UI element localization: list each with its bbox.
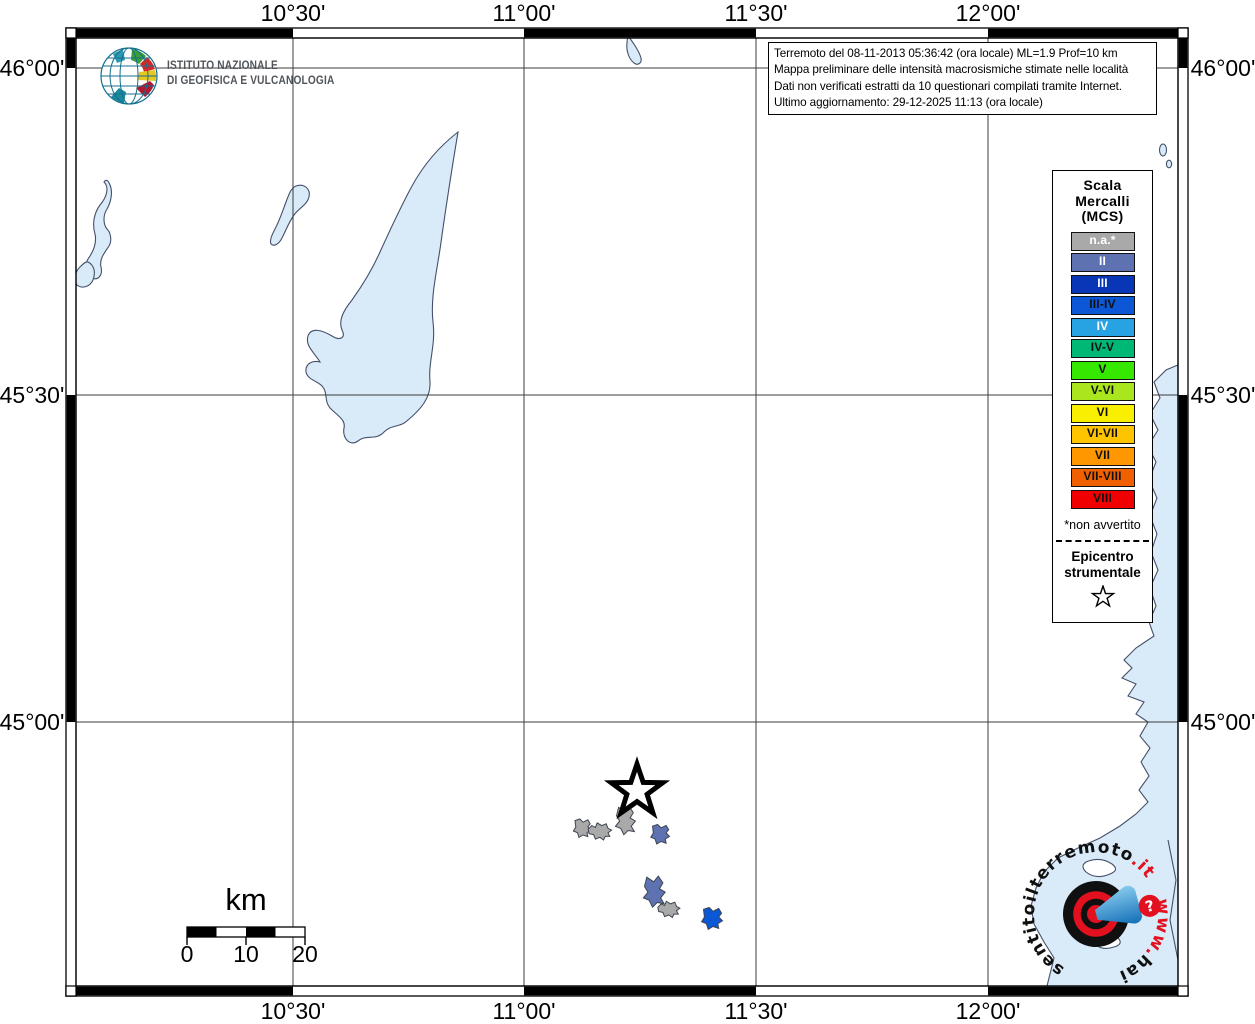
lagoon-island	[1082, 858, 1117, 878]
lake-west-lobe	[76, 261, 95, 288]
legend-item-III-IV: III-IV	[1070, 296, 1135, 315]
legend-item-IV: IV	[1070, 317, 1135, 337]
question-badge	[1138, 894, 1161, 917]
lake-top	[626, 38, 642, 65]
epicenter-star-icon	[603, 756, 671, 820]
earthquake-info-box: Terremoto del 08-11-2013 05:36:42 (ora l…	[768, 42, 1157, 116]
star-icon	[1089, 583, 1116, 608]
water-bodies	[76, 38, 1178, 986]
legend-item-II: II	[1070, 253, 1135, 272]
scale-unit-label: km	[225, 882, 267, 917]
lat-label-right-2: 45°00'	[1190, 709, 1255, 735]
scale-tick-0: 0	[180, 941, 194, 967]
info-line-4: Ultimo aggiornamento: 29-12-2025 11:13 (…	[774, 95, 1043, 109]
lat-label-left-0: 46°00'	[0, 55, 65, 81]
legend-item-V-VI: V-VI	[1070, 382, 1135, 401]
legend-item-VI-VII: VI-VII	[1070, 425, 1135, 444]
legend-item-VIII: VIII	[1070, 489, 1135, 509]
lon-label-top-2: 11°30'	[724, 0, 788, 26]
info-line-2: Mappa preliminare delle intensità macros…	[774, 63, 1129, 77]
lat-label-left-1: 45°30'	[0, 382, 65, 408]
lon-label-top-3: 12°00'	[955, 0, 1021, 26]
lake-west	[85, 179, 112, 280]
legend-item-III: III	[1070, 274, 1135, 294]
lake-ledro	[269, 184, 310, 246]
ingv-wordmark: ISTITUTO NAZIONALE DI GEOFISICA E VULCAN…	[167, 59, 334, 88]
legend-item-VII-VIII: VII-VIII	[1070, 468, 1135, 487]
scale-tick-10: 10	[233, 941, 259, 967]
legend-epicenter-line1: Epicentro	[1071, 548, 1134, 564]
map-background	[76, 38, 1178, 986]
legend-item-VII: VII	[1070, 446, 1135, 466]
legend-title: Scala Mercalli (MCS)	[1053, 177, 1152, 225]
megaphone-icon	[1094, 885, 1143, 924]
lon-label-bottom-0: 10°30'	[260, 998, 326, 1024]
legend-item-n.a.*: n.a.*	[1070, 231, 1135, 251]
map-frame	[65, 27, 1189, 997]
scale-bar	[186, 926, 306, 945]
legend-epicenter-line2: strumentale	[1064, 565, 1141, 580]
legend-item-V: V	[1070, 360, 1135, 380]
legend-item-VI: VI	[1070, 403, 1135, 423]
legend-footnote: *non avvertito	[1064, 517, 1141, 532]
scale-tick-20: 20	[292, 941, 318, 967]
legend-epicenter-star	[1053, 583, 1152, 614]
legend-title-line1: Scala	[1083, 177, 1122, 193]
ingv-line1: ISTITUTO NAZIONALE	[167, 60, 278, 72]
lon-label-bottom-3: 12°00'	[955, 998, 1021, 1024]
ingv-globe-logo	[100, 47, 158, 105]
lon-label-bottom-2: 11°30'	[724, 998, 788, 1024]
lat-label-right-0: 46°00'	[1190, 55, 1255, 81]
legend-epicenter-label: Epicentro strumentale	[1053, 549, 1152, 582]
lat-label-left-2: 45°00'	[0, 709, 65, 735]
legend-divider	[1056, 539, 1149, 542]
lagoon-channel	[1167, 839, 1178, 961]
lon-label-bottom-1: 11°00'	[492, 998, 556, 1024]
legend-swatches: n.a.* II III III-IV IV IV-V V V-VI VI VI-VII VII VI…	[1053, 231, 1152, 509]
water-bit	[1165, 159, 1173, 169]
legend-item-IV-V: IV-V	[1070, 339, 1135, 358]
grid-lines	[76, 38, 1178, 986]
info-line-1: Terremoto del 08-11-2013 05:36:42 (ora l…	[774, 47, 1118, 60]
ingv-line2: DI GEOFISICA E VULCANOLOGIA	[167, 74, 335, 87]
water-bit	[1158, 143, 1168, 157]
legend-title-line3: (MCS)	[1081, 208, 1124, 224]
info-line-3: Dati non verificati estratti da 10 quest…	[774, 79, 1122, 93]
lake-garda	[305, 130, 459, 444]
intensity-legend: Scala Mercalli (MCS) n.a.* II III III-IV IV I…	[1052, 170, 1153, 623]
lon-label-top-0: 10°30'	[260, 0, 326, 26]
legend-title-line2: Mercalli	[1075, 192, 1130, 209]
lat-label-right-1: 45°30'	[1190, 382, 1255, 408]
lon-label-top-1: 11°00'	[492, 0, 556, 26]
